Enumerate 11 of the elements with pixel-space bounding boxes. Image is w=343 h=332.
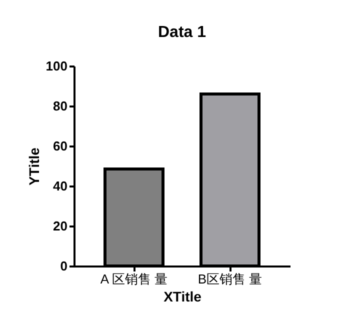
y-tick-label: 100 xyxy=(46,58,68,74)
y-tick-label: 0 xyxy=(60,258,68,274)
x-axis-title: XTitle xyxy=(164,288,202,304)
x-tick-label: B区销售 量 xyxy=(198,272,262,286)
y-tick-label: 40 xyxy=(53,178,68,194)
y-tick-label: 20 xyxy=(53,218,68,234)
chart-title: Data 1 xyxy=(158,24,206,41)
y-tick-label: 80 xyxy=(53,98,68,114)
y-axis-title: YTitle xyxy=(26,147,42,186)
y-tick-label: 60 xyxy=(53,138,68,154)
x-tick-label: A 区销售 量 xyxy=(100,272,168,286)
